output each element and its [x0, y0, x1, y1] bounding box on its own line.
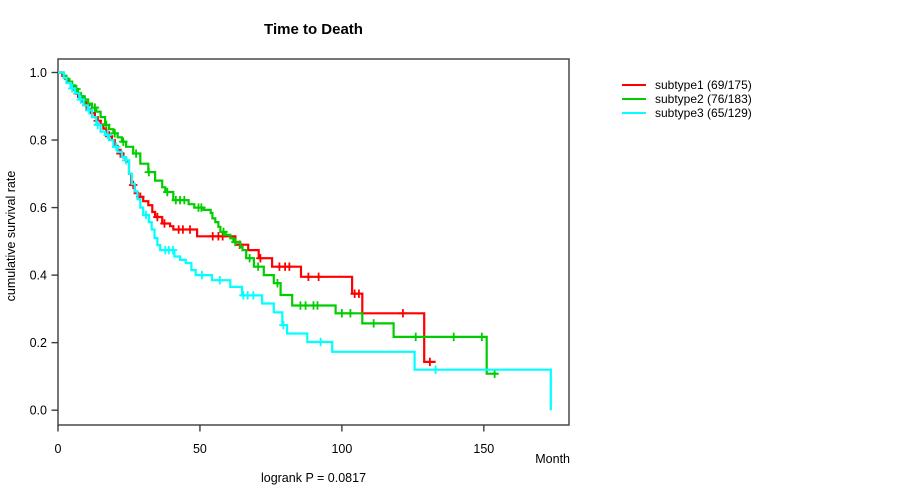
- y-tick-label: 0.8: [30, 133, 47, 147]
- x-axis-label: Month: [535, 452, 570, 466]
- legend-item-3: subtype3 (65/129): [622, 106, 752, 120]
- x-tick-label: 100: [331, 442, 352, 456]
- legend-label: subtype2 (76/183): [655, 92, 752, 106]
- survival-curve-2: [58, 71, 498, 375]
- x-tick-label: 50: [193, 442, 207, 456]
- survival-curve-3: [58, 71, 552, 411]
- legend-swatch: [622, 97, 646, 101]
- x-tick-label: 0: [55, 442, 62, 456]
- x-tick-label: 150: [473, 442, 494, 456]
- legend-label: subtype1 (69/175): [655, 78, 752, 92]
- survival-curve-1: [58, 71, 436, 363]
- legend-item-1: subtype1 (69/175): [622, 78, 752, 92]
- y-tick-label: 1.0: [30, 66, 47, 80]
- legend-swatch: [622, 83, 646, 87]
- logrank-annotation: logrank P = 0.0817: [260, 471, 367, 485]
- y-tick-label: 0.4: [30, 268, 47, 282]
- legend-swatch: [622, 111, 646, 115]
- legend-item-2: subtype2 (76/183): [622, 92, 752, 106]
- legend: subtype1 (69/175) subtype2 (76/183) subtyp…: [622, 78, 752, 120]
- chart-title: Time to Death: [264, 21, 363, 38]
- y-tick-label: 0.0: [30, 404, 47, 418]
- y-tick-label: 0.6: [30, 201, 47, 215]
- plot-box: [57, 58, 570, 426]
- y-tick-label: 0.2: [30, 336, 47, 350]
- legend-label: subtype3 (65/129): [655, 106, 752, 120]
